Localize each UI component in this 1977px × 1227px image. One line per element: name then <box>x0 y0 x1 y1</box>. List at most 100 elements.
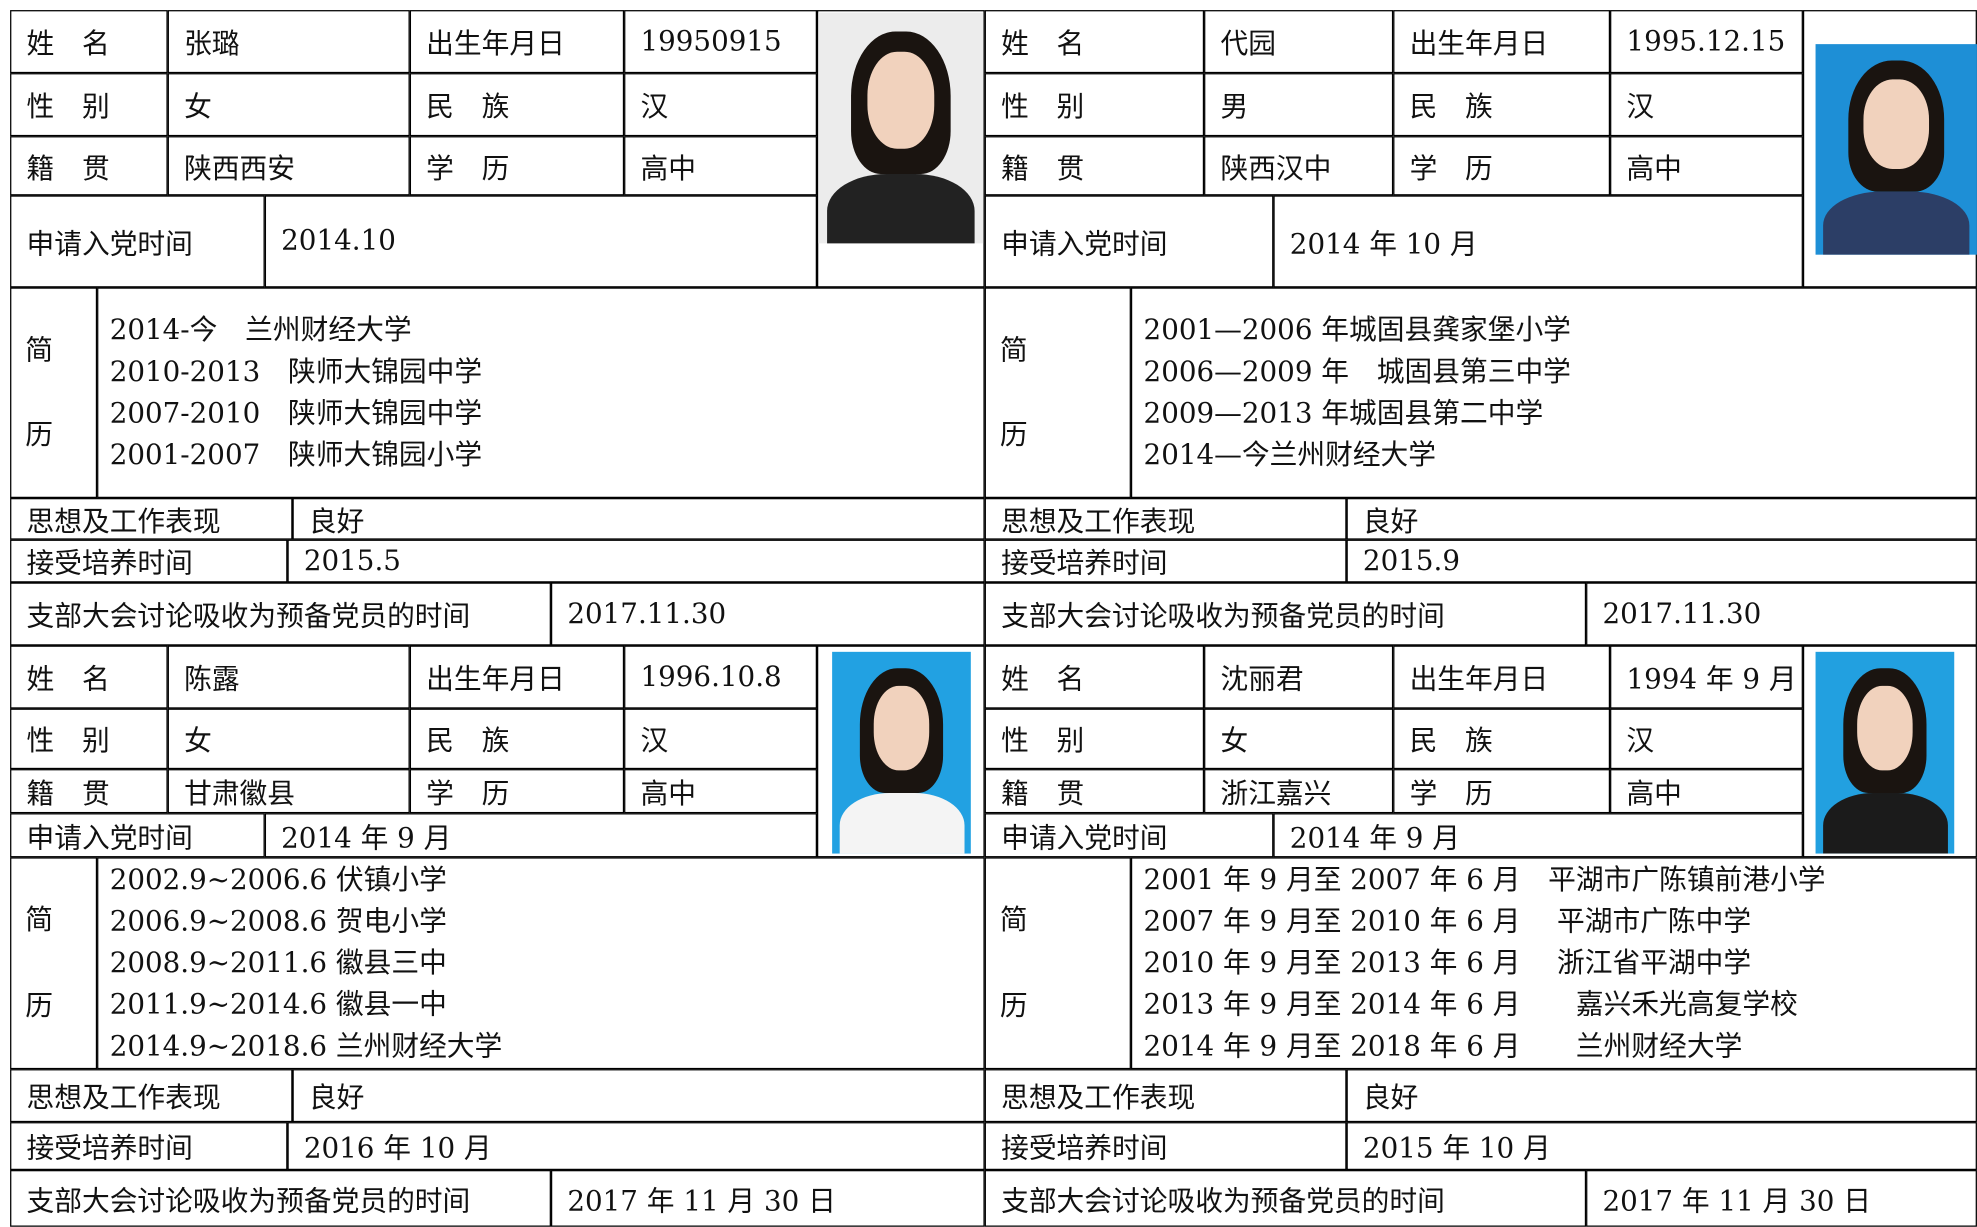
ethnic-label: 民 族 <box>409 708 625 770</box>
photo-cell <box>1802 645 1977 858</box>
photo-face <box>867 51 934 149</box>
branch-label: 支部大会讨论吸收为预备党员的时间 <box>10 1170 551 1227</box>
resume-line: 2014.9~2018.6 兰州财经大学 <box>109 1030 503 1063</box>
resume-line: 2002.9~2006.6 伏镇小学 <box>109 864 447 896</box>
photo-cell <box>816 10 985 288</box>
branch: 2017 年 11 月 30 日 <box>550 1170 985 1227</box>
branch-label: 支部大会讨论吸收为预备党员的时间 <box>984 582 1587 646</box>
train: 2015.9 <box>1346 539 1977 583</box>
name: 陈露 <box>167 645 410 709</box>
apply: 2014 年 9 月 <box>1273 813 1803 858</box>
apply-label: 申请入党时间 <box>984 813 1274 858</box>
photo <box>1815 44 1977 255</box>
resume-cell <box>1130 287 1977 499</box>
photo-body <box>839 793 964 854</box>
gender-label: 性 别 <box>10 73 168 137</box>
resume-label: 简 <box>25 335 53 368</box>
branch: 2017.11.30 <box>550 582 985 646</box>
origin: 陕西汉中 <box>1204 136 1394 196</box>
photo <box>832 651 971 854</box>
photo <box>818 12 984 244</box>
thought-label: 思想及工作表现 <box>984 1069 1347 1123</box>
origin: 甘肃徽县 <box>167 769 410 814</box>
ethnic: 汉 <box>1610 73 1803 137</box>
ethnic: 汉 <box>1610 708 1803 770</box>
train-label: 接受培养时间 <box>10 539 288 583</box>
resume-label: 简 <box>25 905 53 938</box>
ethnic-label: 民 族 <box>409 73 625 137</box>
resume-line: 2013 年 9 月至 2014 年 6 月 嘉兴禾光高复学校 <box>1143 989 1798 1021</box>
origin-label: 籍 贯 <box>10 136 168 196</box>
birth-label: 出生年月日 <box>409 645 625 709</box>
edu-label: 学 历 <box>409 769 625 814</box>
resume-line: 2007-2010 陕师大锦园中学 <box>109 397 483 430</box>
origin-label: 籍 贯 <box>984 769 1205 814</box>
edu-label: 学 历 <box>1393 769 1611 814</box>
edu: 高中 <box>624 769 817 814</box>
resume-line: 2014—今兰州财经大学 <box>1143 439 1437 471</box>
resume-label-cell <box>10 857 98 1070</box>
resume-label: 历 <box>999 990 1028 1022</box>
branch-label: 支部大会讨论吸收为预备党员的时间 <box>10 582 551 646</box>
resume-label: 简 <box>999 335 1028 368</box>
resume-label: 简 <box>999 905 1028 938</box>
birth: 19950915 <box>624 10 817 74</box>
resume-label: 历 <box>25 990 53 1022</box>
apply: 2014 年 10 月 <box>1273 195 1803 288</box>
apply-label: 申请入党时间 <box>10 195 265 288</box>
origin-label: 籍 贯 <box>984 136 1205 196</box>
ethnic: 汉 <box>624 708 817 770</box>
branch: 2017 年 11 月 30 日 <box>1586 1170 1977 1227</box>
gender-label: 性 别 <box>10 708 168 770</box>
apply-label: 申请入党时间 <box>984 195 1274 288</box>
resume-cell <box>97 287 985 499</box>
resume-cell <box>97 857 985 1070</box>
resume-label: 历 <box>999 419 1028 452</box>
branch-label: 支部大会讨论吸收为预备党员的时间 <box>984 1170 1587 1227</box>
resume-line: 2010 年 9 月至 2013 年 6 月 浙江省平湖中学 <box>1143 947 1752 980</box>
photo-body <box>1822 793 1948 854</box>
edu-label: 学 历 <box>409 136 625 196</box>
edu: 高中 <box>1610 136 1803 196</box>
birth-label: 出生年月日 <box>409 10 625 74</box>
train: 2015 年 10 月 <box>1346 1122 1977 1171</box>
train: 2015.5 <box>287 539 985 583</box>
photo-face <box>873 686 930 771</box>
name: 沈丽君 <box>1204 645 1394 709</box>
thought: 良好 <box>292 1069 985 1123</box>
ethnic: 汉 <box>624 73 817 137</box>
apply: 2014 年 9 月 <box>264 813 817 858</box>
resume-line: 2001—2006 年城固县龚家堡小学 <box>1143 314 1571 347</box>
edu: 高中 <box>624 136 817 196</box>
train-label: 接受培养时间 <box>984 539 1347 583</box>
apply-label: 申请入党时间 <box>10 813 265 858</box>
thought: 良好 <box>292 498 985 540</box>
gender: 男 <box>1204 73 1394 137</box>
ethnic-label: 民 族 <box>1393 73 1611 137</box>
resume-line: 2014 年 9 月至 2018 年 6 月 兰州财经大学 <box>1143 1030 1743 1063</box>
resume-line: 2006.9~2008.6 贺电小学 <box>109 905 447 938</box>
origin-label: 籍 贯 <box>10 769 168 814</box>
birth: 1994 年 9 月 <box>1610 645 1803 709</box>
photo-face <box>1863 79 1929 169</box>
thought: 良好 <box>1346 498 1977 540</box>
edu: 高中 <box>1610 769 1803 814</box>
thought-label: 思想及工作表现 <box>10 1069 293 1123</box>
resume-line: 2001 年 9 月至 2007 年 6 月 平湖市广陈镇前港小学 <box>1143 864 1826 896</box>
train-label: 接受培养时间 <box>984 1122 1347 1171</box>
resume-line: 2007 年 9 月至 2010 年 6 月 平湖市广陈中学 <box>1143 905 1752 938</box>
thought-label: 思想及工作表现 <box>984 498 1347 540</box>
name: 张璐 <box>167 10 410 74</box>
train-label: 接受培养时间 <box>10 1122 288 1171</box>
ethnic-label: 民 族 <box>1393 708 1611 770</box>
name-label: 姓 名 <box>984 645 1205 709</box>
gender: 女 <box>1204 708 1394 770</box>
resume-line: 2014-今 兰州财经大学 <box>109 314 412 347</box>
resume-label-cell <box>984 857 1131 1070</box>
resume-label-cell <box>10 287 98 499</box>
gender: 女 <box>167 708 410 770</box>
photo-cell <box>816 645 985 858</box>
name-label: 姓 名 <box>984 10 1205 74</box>
resume-cell <box>1130 857 1977 1070</box>
photo-body <box>1823 191 1969 255</box>
